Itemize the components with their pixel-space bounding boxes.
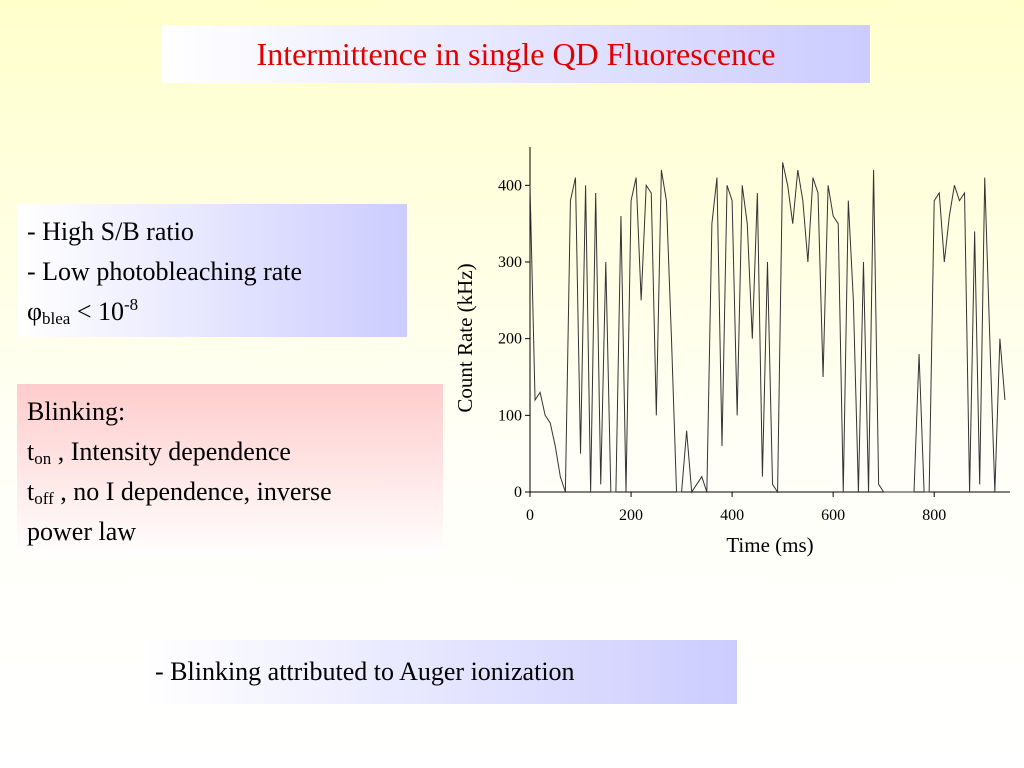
x-tick-label: 0 — [526, 507, 534, 524]
text: , Intensity dependence — [51, 437, 291, 466]
footer-box: - Blinking attributed to Auger ionizatio… — [145, 640, 737, 704]
superscript: -8 — [124, 295, 139, 314]
y-axis-label: Count Rate (kHz) — [453, 263, 477, 412]
y-tick-label: 400 — [498, 177, 522, 194]
x-tick-label: 800 — [922, 507, 946, 524]
slide-title: Intermittence in single QD Fluorescence — [162, 25, 870, 83]
text: , no I dependence, inverse — [53, 477, 332, 506]
y-tick-label: 200 — [498, 331, 522, 348]
text-line: power law — [27, 517, 137, 546]
x-axis-label: Time (ms) — [726, 533, 813, 557]
text-line: ton , Intensity dependence — [27, 432, 433, 472]
text-line: φblea < 10-8 — [27, 292, 397, 332]
symbol: φ — [27, 297, 43, 326]
subscript: blea — [42, 309, 71, 328]
y-tick-label: 300 — [498, 254, 522, 271]
subscript: on — [34, 449, 52, 468]
y-tick-label: 100 — [498, 407, 522, 424]
subscript: off — [34, 489, 54, 508]
blinking-box: Blinking: ton , Intensity dependence tof… — [17, 384, 443, 557]
x-tick-label: 400 — [720, 507, 744, 524]
trace — [529, 162, 1006, 494]
x-tick-label: 200 — [619, 507, 643, 524]
text-line: - High S/B ratio — [27, 217, 194, 246]
properties-box: - High S/B ratio - Low photobleaching ra… — [17, 204, 407, 337]
text: t — [27, 437, 35, 466]
x-tick-label: 600 — [821, 507, 845, 524]
text-line: - Low photobleaching rate — [27, 257, 303, 286]
text-line: Blinking: — [27, 397, 126, 426]
text-line: toff , no I dependence, inverse — [27, 472, 433, 512]
y-tick-label: 0 — [514, 484, 522, 501]
text: < 10 — [70, 297, 125, 326]
text: t — [27, 477, 35, 506]
